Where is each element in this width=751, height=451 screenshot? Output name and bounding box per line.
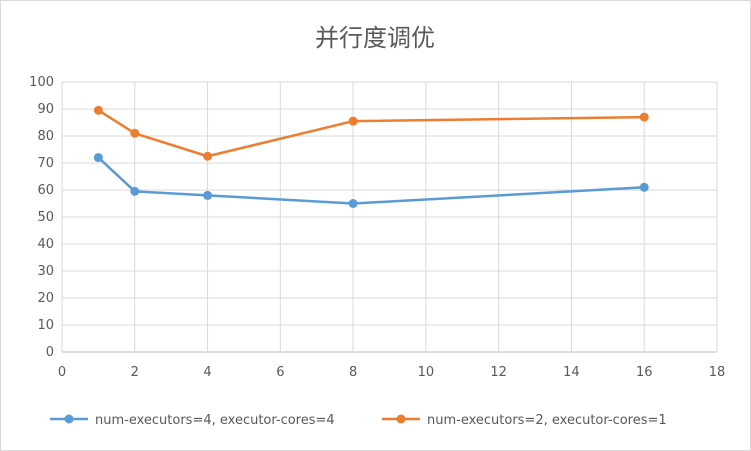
x-tick-label: 8 (349, 365, 357, 380)
series-line-1 (97, 156, 646, 205)
legend-item: num-executors=4, executor-cores=4 (50, 413, 335, 428)
data-point (639, 182, 649, 192)
legend: num-executors=4, executor-cores=4 num-exe… (50, 413, 667, 428)
data-point (130, 128, 140, 138)
legend-label: num-executors=4, executor-cores=4 (95, 413, 335, 428)
data-point (348, 116, 358, 126)
data-point (203, 190, 213, 200)
series-line-2 (97, 109, 646, 158)
y-tick-label: 80 (37, 129, 54, 144)
data-point (130, 186, 140, 196)
y-tick-label: 40 (37, 237, 54, 252)
data-point (348, 199, 358, 208)
y-tick-label: 30 (37, 264, 54, 279)
legend-label: num-executors=2, executor-cores=1 (427, 413, 667, 428)
x-tick-label: 12 (490, 365, 507, 380)
x-tick-label: 10 (418, 365, 435, 380)
data-point (203, 151, 213, 161)
chart-title: 并行度调优 (315, 24, 435, 52)
grid-lines (61, 81, 718, 353)
series-group (93, 105, 649, 208)
x-tick-label: 18 (709, 365, 726, 380)
x-tick-label: 16 (636, 365, 653, 380)
y-tick-label: 10 (37, 318, 54, 333)
y-tick-label: 0 (46, 345, 54, 360)
axes: 0 10 20 30 40 50 60 70 80 90 100 0 2 4 6 8 10 12 14 16 18 (29, 75, 725, 380)
y-tick-label: 60 (37, 183, 54, 198)
y-tick-label: 100 (29, 75, 54, 90)
legend-item: num-executors=2, executor-cores=1 (382, 413, 667, 428)
data-point (639, 112, 649, 122)
data-point (93, 153, 103, 163)
legend-marker (396, 414, 406, 424)
data-point (93, 105, 103, 115)
y-tick-label: 70 (37, 156, 54, 171)
x-tick-label: 6 (276, 365, 284, 380)
x-tick-label: 14 (563, 365, 580, 380)
x-tick-label: 2 (131, 365, 139, 380)
x-tick-label: 4 (203, 365, 211, 380)
x-tick-label: 0 (58, 365, 66, 380)
legend-marker (64, 414, 74, 424)
y-tick-label: 20 (37, 291, 54, 306)
y-tick-label: 90 (37, 102, 54, 117)
y-tick-label: 50 (37, 210, 54, 225)
